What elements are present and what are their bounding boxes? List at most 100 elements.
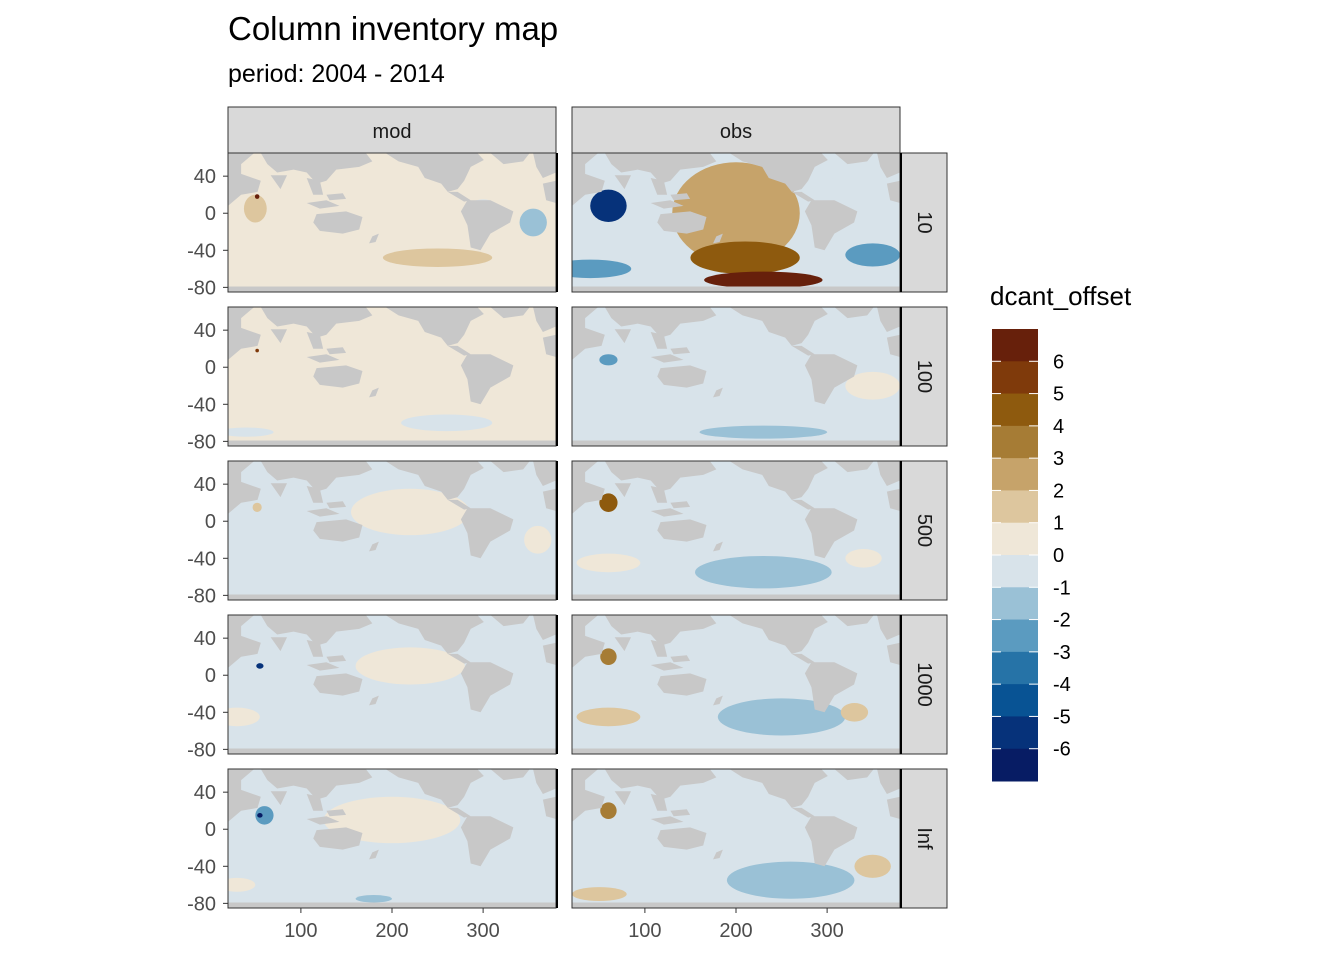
legend-label: -4 bbox=[1053, 674, 1071, 696]
facet-strip-obs: obs bbox=[571, 106, 901, 154]
value-patch bbox=[243, 194, 267, 223]
value-patch bbox=[519, 208, 547, 237]
x-tick-label: 300 bbox=[466, 920, 499, 942]
y-tick-label: 40 bbox=[194, 628, 216, 650]
y-tick-label: 40 bbox=[194, 166, 216, 188]
legend-label: 2 bbox=[1053, 480, 1064, 502]
chart-title: Column inventory map bbox=[228, 10, 559, 47]
value-patch bbox=[845, 243, 900, 267]
legend-swatch bbox=[992, 651, 1038, 685]
y-tick-label: 0 bbox=[205, 665, 216, 687]
legend-swatch bbox=[992, 425, 1038, 459]
legend-label: 1 bbox=[1053, 513, 1064, 535]
value-patch bbox=[252, 502, 262, 512]
y-tick-label: 0 bbox=[205, 357, 216, 379]
legend-swatch bbox=[992, 587, 1038, 621]
facet-strip-depth-Inf: Inf bbox=[900, 768, 948, 909]
x-tick-label: 300 bbox=[810, 920, 843, 942]
y-tick-label: -80 bbox=[187, 585, 216, 607]
value-patch bbox=[699, 425, 828, 439]
facet-strip-mod: mod bbox=[227, 106, 557, 154]
y-tick-label: -80 bbox=[187, 431, 216, 453]
value-patch bbox=[228, 261, 265, 276]
legend-label: 0 bbox=[1053, 545, 1064, 567]
chart-subtitle: period: 2004 - 2014 bbox=[228, 60, 445, 88]
value-patch bbox=[572, 259, 632, 279]
legend-label: 3 bbox=[1053, 448, 1064, 470]
value-patch bbox=[600, 802, 617, 820]
map-panel-obs-1000 bbox=[572, 615, 900, 754]
map-panel-obs-500 bbox=[572, 461, 900, 600]
value-patch bbox=[254, 194, 260, 199]
value-patch bbox=[228, 427, 274, 437]
map-panel-mod-1000 bbox=[228, 615, 556, 754]
value-patch bbox=[599, 493, 618, 512]
map-panel-mod-100 bbox=[228, 307, 556, 446]
map-panel-mod-10 bbox=[228, 153, 556, 292]
y-tick-label: 0 bbox=[205, 819, 216, 841]
y-tick-label: -80 bbox=[187, 893, 216, 915]
y-tick-label: -40 bbox=[187, 548, 216, 570]
x-tick-label: 100 bbox=[284, 920, 317, 942]
legend-swatch bbox=[992, 490, 1038, 524]
value-patch bbox=[576, 553, 641, 573]
legend-swatch bbox=[992, 619, 1038, 653]
value-patch bbox=[287, 661, 315, 690]
legend-label: -1 bbox=[1053, 577, 1071, 599]
value-patch bbox=[840, 703, 869, 722]
y-tick-label: 40 bbox=[194, 320, 216, 342]
y-tick-label: -40 bbox=[187, 394, 216, 416]
facet-strip-label: obs bbox=[720, 121, 752, 143]
x-tick-label: 100 bbox=[628, 920, 661, 942]
value-patch bbox=[257, 813, 263, 818]
legend-swatch bbox=[992, 393, 1038, 427]
map-panel-obs-10 bbox=[572, 153, 900, 292]
x-tick-label: 200 bbox=[719, 920, 752, 942]
legend-label: 5 bbox=[1053, 384, 1064, 406]
legend-swatch bbox=[992, 458, 1038, 491]
y-tick-label: -40 bbox=[187, 856, 216, 878]
value-patch bbox=[827, 173, 882, 198]
value-patch bbox=[355, 647, 465, 685]
value-patch bbox=[256, 663, 264, 669]
value-patch bbox=[524, 525, 552, 554]
y-tick-label: 40 bbox=[194, 474, 216, 496]
value-patch bbox=[228, 707, 260, 727]
facet-strip-label: 500 bbox=[913, 514, 935, 547]
y-tick-label: 40 bbox=[194, 782, 216, 804]
value-patch bbox=[845, 549, 882, 568]
facet-strip-label: Inf bbox=[913, 827, 935, 850]
value-patch bbox=[355, 895, 392, 903]
y-tick-label: 0 bbox=[205, 511, 216, 533]
legend-label: -6 bbox=[1053, 739, 1071, 761]
x-tick-label: 200 bbox=[375, 920, 408, 942]
legend-swatch bbox=[992, 361, 1038, 395]
value-patch bbox=[590, 189, 627, 223]
legend-swatch bbox=[992, 555, 1038, 588]
facet-strip-depth-10: 10 bbox=[900, 152, 948, 293]
map-panel-obs-Inf bbox=[572, 769, 900, 908]
legend-swatch bbox=[992, 684, 1038, 717]
facet-strip-label: 1000 bbox=[913, 662, 935, 707]
legend-swatch bbox=[992, 748, 1038, 782]
legend-label: 4 bbox=[1053, 416, 1064, 438]
value-patch bbox=[845, 371, 900, 400]
value-patch bbox=[576, 707, 641, 727]
value-patch bbox=[717, 698, 846, 736]
value-patch bbox=[695, 555, 832, 589]
facet-strip-depth-100: 100 bbox=[900, 306, 948, 447]
map-panel-obs-100 bbox=[572, 307, 900, 446]
value-patch bbox=[726, 861, 855, 899]
value-patch bbox=[690, 241, 800, 274]
legend-swatch bbox=[992, 329, 1038, 362]
value-patch bbox=[255, 348, 259, 353]
legend: dcant_offset 6 5 4 3 2 1 0 -1 -2 -3 -4 -5 -6 bbox=[990, 281, 1132, 782]
facet-strip-depth-500: 500 bbox=[900, 460, 948, 601]
y-tick-label: -40 bbox=[187, 240, 216, 262]
value-patch bbox=[382, 248, 493, 267]
legend-swatch bbox=[992, 522, 1038, 556]
y-tick-label: -80 bbox=[187, 739, 216, 761]
value-patch bbox=[672, 162, 800, 265]
legend-label: -2 bbox=[1053, 610, 1071, 632]
